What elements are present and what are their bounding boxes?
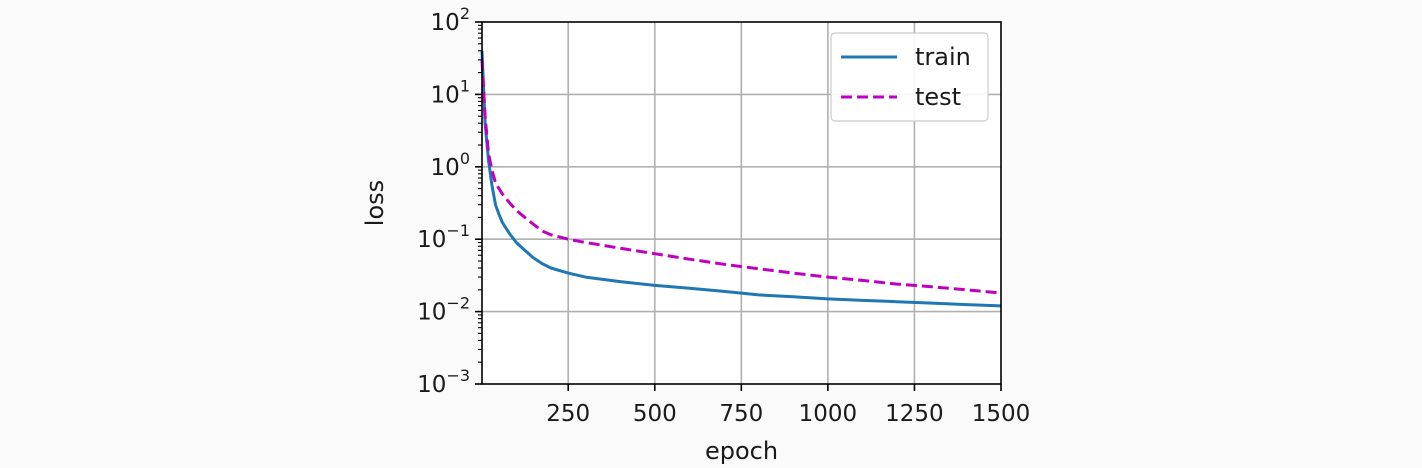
y-tick-label: 10−1: [417, 221, 470, 253]
series-line-test: [480, 59, 1002, 295]
y-tick-label: 10−3: [417, 366, 470, 398]
series-line-train: [480, 50, 1002, 308]
y-axis-label: loss: [361, 180, 389, 226]
y-axis-ticks: 10−3 10−2 10−1 100 101 102: [417, 4, 482, 398]
x-tick-label: 750: [719, 401, 763, 427]
legend-test-label: test: [915, 83, 961, 111]
y-tick-label: 10−2: [417, 294, 470, 326]
legend-train-label: train: [915, 43, 971, 71]
y-tick-label: 100: [431, 149, 470, 181]
series-layer: [480, 50, 1002, 308]
x-axis-ticks: 250 500 750 1000 1250 1500: [546, 384, 1030, 427]
x-tick-label: 1250: [885, 401, 944, 427]
y-tick-label: 102: [431, 4, 470, 36]
x-tick-label: 1500: [972, 401, 1031, 427]
x-tick-label: 1000: [799, 401, 858, 427]
y-tick-label: 101: [431, 76, 470, 108]
grid-lines: [482, 22, 1001, 384]
x-tick-label: 250: [546, 401, 590, 427]
legend: train test: [830, 32, 989, 122]
x-axis-label: epoch: [705, 437, 778, 465]
legend-box: [830, 32, 989, 122]
x-tick-label: 500: [633, 401, 677, 427]
